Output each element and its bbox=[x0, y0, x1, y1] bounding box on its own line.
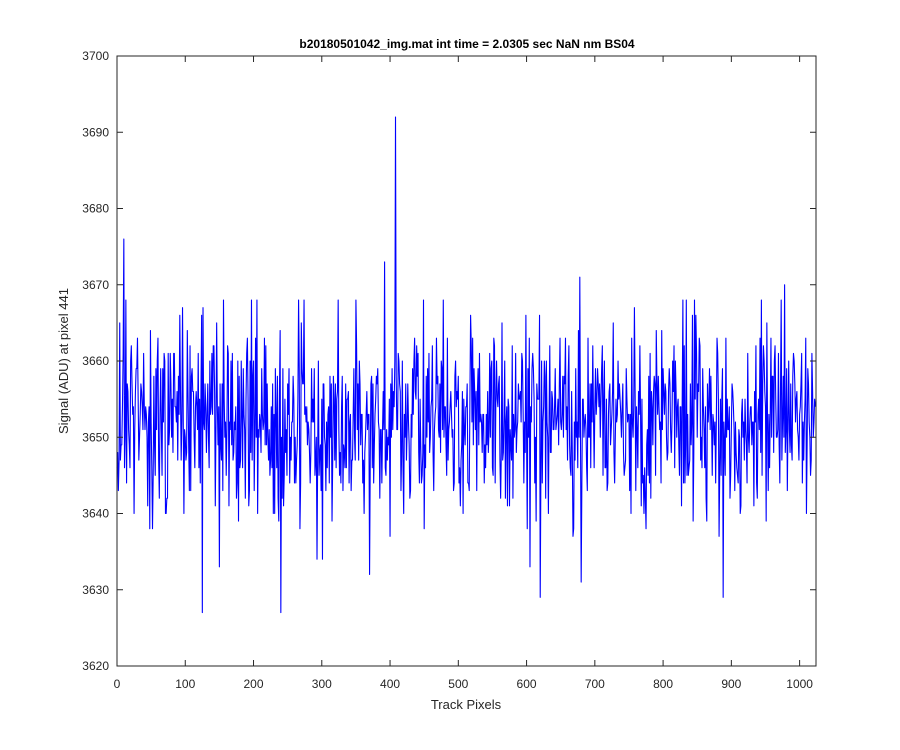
x-tick-label: 700 bbox=[585, 677, 605, 691]
x-tick-label: 500 bbox=[448, 677, 468, 691]
x-tick-label: 800 bbox=[653, 677, 673, 691]
x-tick-label: 1000 bbox=[786, 677, 813, 691]
chart-title: b20180501042_img.mat int time = 2.0305 s… bbox=[299, 37, 635, 51]
x-tick-label: 100 bbox=[175, 677, 195, 691]
y-tick-label: 3670 bbox=[82, 278, 109, 292]
x-tick-label: 400 bbox=[380, 677, 400, 691]
y-tick-label: 3620 bbox=[82, 659, 109, 673]
y-tick-label: 3660 bbox=[82, 354, 109, 368]
x-tick-label: 900 bbox=[721, 677, 741, 691]
y-tick-label: 3690 bbox=[82, 125, 109, 139]
y-tick-label: 3680 bbox=[82, 202, 109, 216]
x-axis-label: Track Pixels bbox=[431, 697, 502, 712]
x-tick-label: 600 bbox=[517, 677, 537, 691]
x-tick-label: 300 bbox=[312, 677, 332, 691]
y-tick-label: 3630 bbox=[82, 583, 109, 597]
signal-series-line bbox=[116, 116, 816, 614]
x-tick-label: 0 bbox=[114, 677, 121, 691]
x-tick-label: 200 bbox=[244, 677, 264, 691]
y-tick-label: 3640 bbox=[82, 507, 109, 521]
plot-area: 0 100 200 300 400 500 600 700 800 900 1000 3620 3630… bbox=[82, 49, 817, 691]
y-tick-label: 3650 bbox=[82, 430, 109, 444]
y-axis-label: Signal (ADU) at pixel 441 bbox=[56, 288, 71, 434]
y-tick-label: 3700 bbox=[82, 49, 109, 63]
